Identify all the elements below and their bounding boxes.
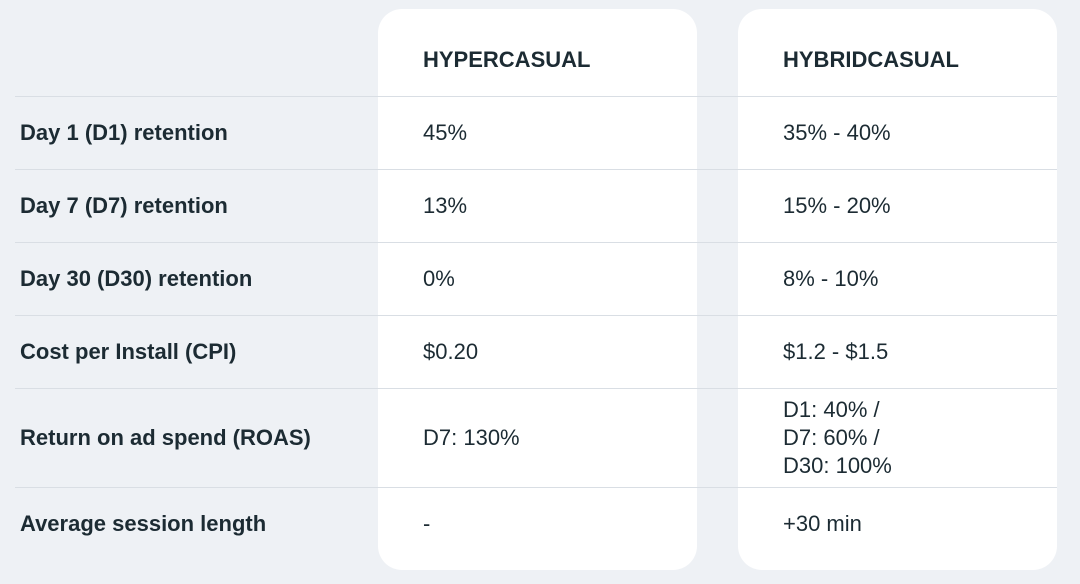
cell-value: +30 min	[783, 511, 862, 536]
cell-value: 45%	[423, 120, 468, 145]
cell-value: 0%	[423, 266, 455, 291]
column-card	[738, 9, 1057, 570]
row-divider	[15, 388, 1057, 389]
row-label: Average session length	[20, 511, 267, 536]
row-label: Day 30 (D30) retention	[20, 266, 253, 291]
cell-value: $0.20	[423, 339, 479, 364]
row-label: Day 7 (D7) retention	[20, 193, 228, 218]
cell-value: 35% - 40%	[783, 120, 891, 145]
row-divider	[15, 315, 1057, 316]
row-label: Day 1 (D1) retention	[20, 120, 228, 145]
row-label: Cost per Install (CPI)	[20, 339, 237, 364]
row-divider	[15, 242, 1057, 243]
column-card	[378, 9, 697, 570]
row-divider	[15, 169, 1057, 170]
row-label: Return on ad spend (ROAS)	[20, 425, 311, 450]
cell-value: 8% - 10%	[783, 266, 879, 291]
cell-value: D1: 40% / D7: 60% / D30: 100%	[783, 397, 892, 478]
cell-value: -	[423, 511, 431, 536]
cell-value: 15% - 20%	[783, 193, 891, 218]
cell-value: 13%	[423, 193, 468, 218]
cell-value: $1.2 - $1.5	[783, 339, 889, 364]
cell-value: D7: 130%	[423, 425, 520, 450]
column-header: HYBRIDCASUAL	[783, 47, 959, 72]
row-divider	[15, 96, 1057, 97]
column-header: HYPERCASUAL	[423, 47, 591, 72]
row-divider	[15, 487, 1057, 488]
